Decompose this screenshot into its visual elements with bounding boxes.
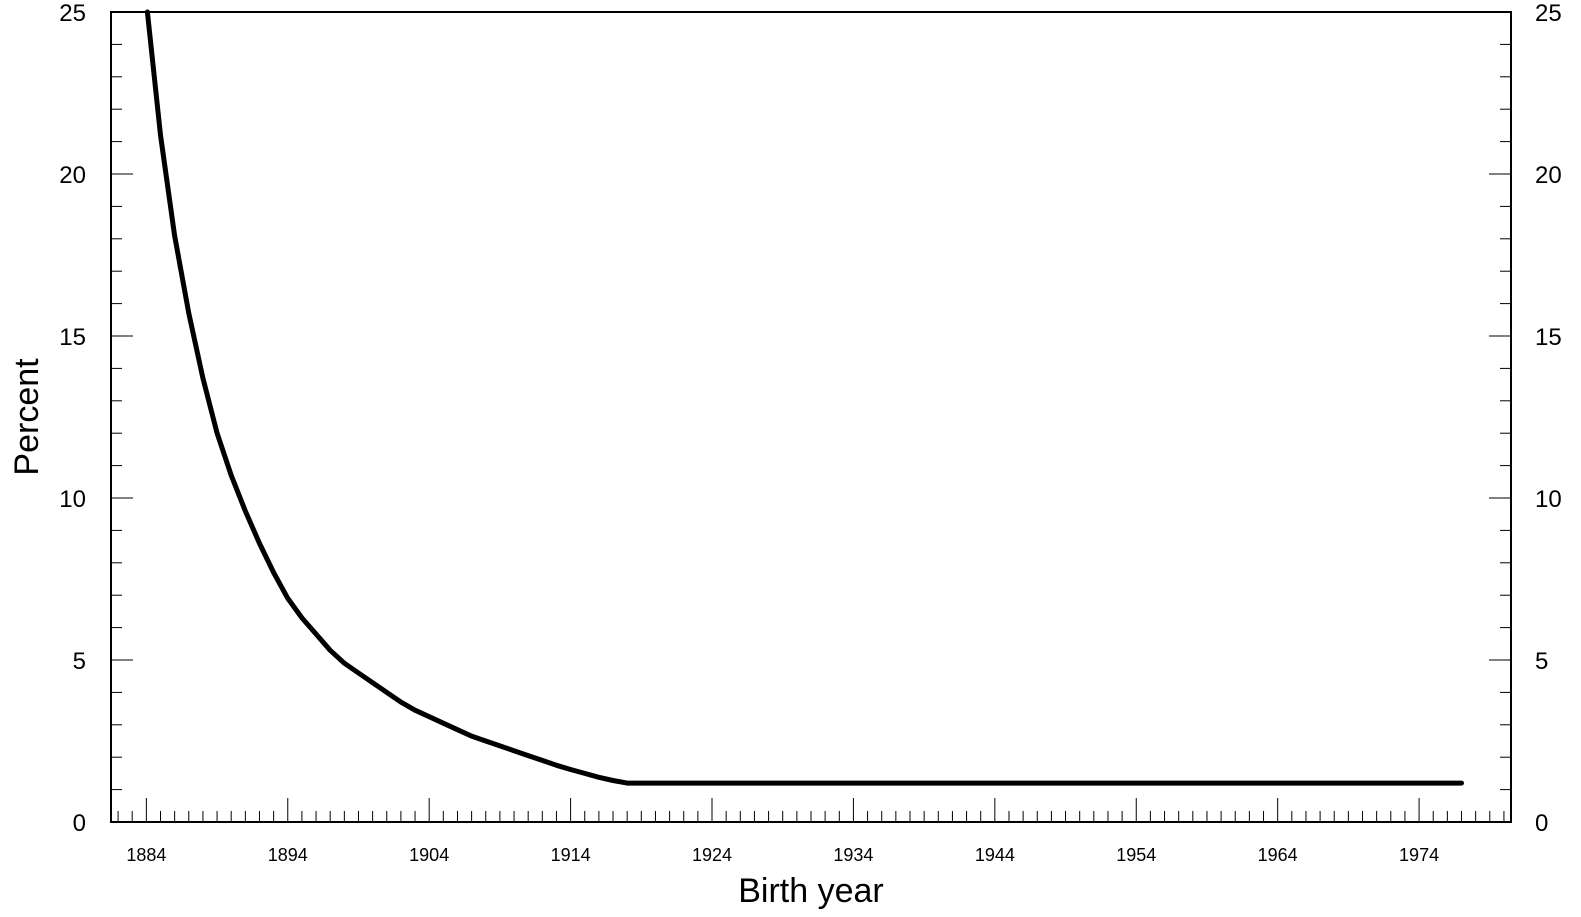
- y-tick-label-left: 25: [59, 0, 86, 27]
- major-ticks: [111, 11, 1511, 823]
- x-tick-label: 1904: [409, 845, 449, 865]
- x-tick-label: 1884: [126, 845, 166, 865]
- y-tick-label-right: 5: [1535, 648, 1548, 675]
- x-tick-label: 1924: [692, 845, 732, 865]
- x-tick-label: 1954: [1116, 845, 1156, 865]
- y-tick-label-left: 0: [73, 810, 86, 837]
- x-tick-label: 1914: [551, 845, 591, 865]
- series-line: [144, 9, 1464, 786]
- x-tick-label: 1974: [1399, 845, 1439, 865]
- x-tick-label: 1944: [975, 845, 1015, 865]
- y-tick-label-right: 25: [1535, 0, 1562, 27]
- y-tick-label-left: 10: [59, 486, 86, 513]
- y-tick-labels-right: 0 5 10 15 20 25: [1535, 0, 1562, 837]
- y-tick-label-right: 15: [1535, 324, 1562, 351]
- minor-ticks: [111, 43, 1511, 822]
- y-tick-label-right: 10: [1535, 486, 1562, 513]
- y-tick-label-right: 0: [1535, 810, 1548, 837]
- y-tick-label-left: 5: [73, 648, 86, 675]
- y-tick-label-right: 20: [1535, 162, 1562, 189]
- x-tick-label: 1934: [833, 845, 873, 865]
- y-tick-label-left: 15: [59, 324, 86, 351]
- x-tick-labels: 1884 1894 1904 1914 1924 1934 1944 1954 1964 1974: [126, 845, 1439, 865]
- y-axis-title: Percent: [8, 358, 46, 476]
- y-tick-label-left: 20: [59, 162, 86, 189]
- y-tick-labels-left: 0 5 10 15 20 25: [59, 0, 86, 837]
- x-axis-title: Birth year: [738, 872, 884, 910]
- x-tick-label: 1894: [268, 845, 308, 865]
- plot-frame: [110, 11, 1512, 823]
- x-tick-label: 1964: [1258, 845, 1298, 865]
